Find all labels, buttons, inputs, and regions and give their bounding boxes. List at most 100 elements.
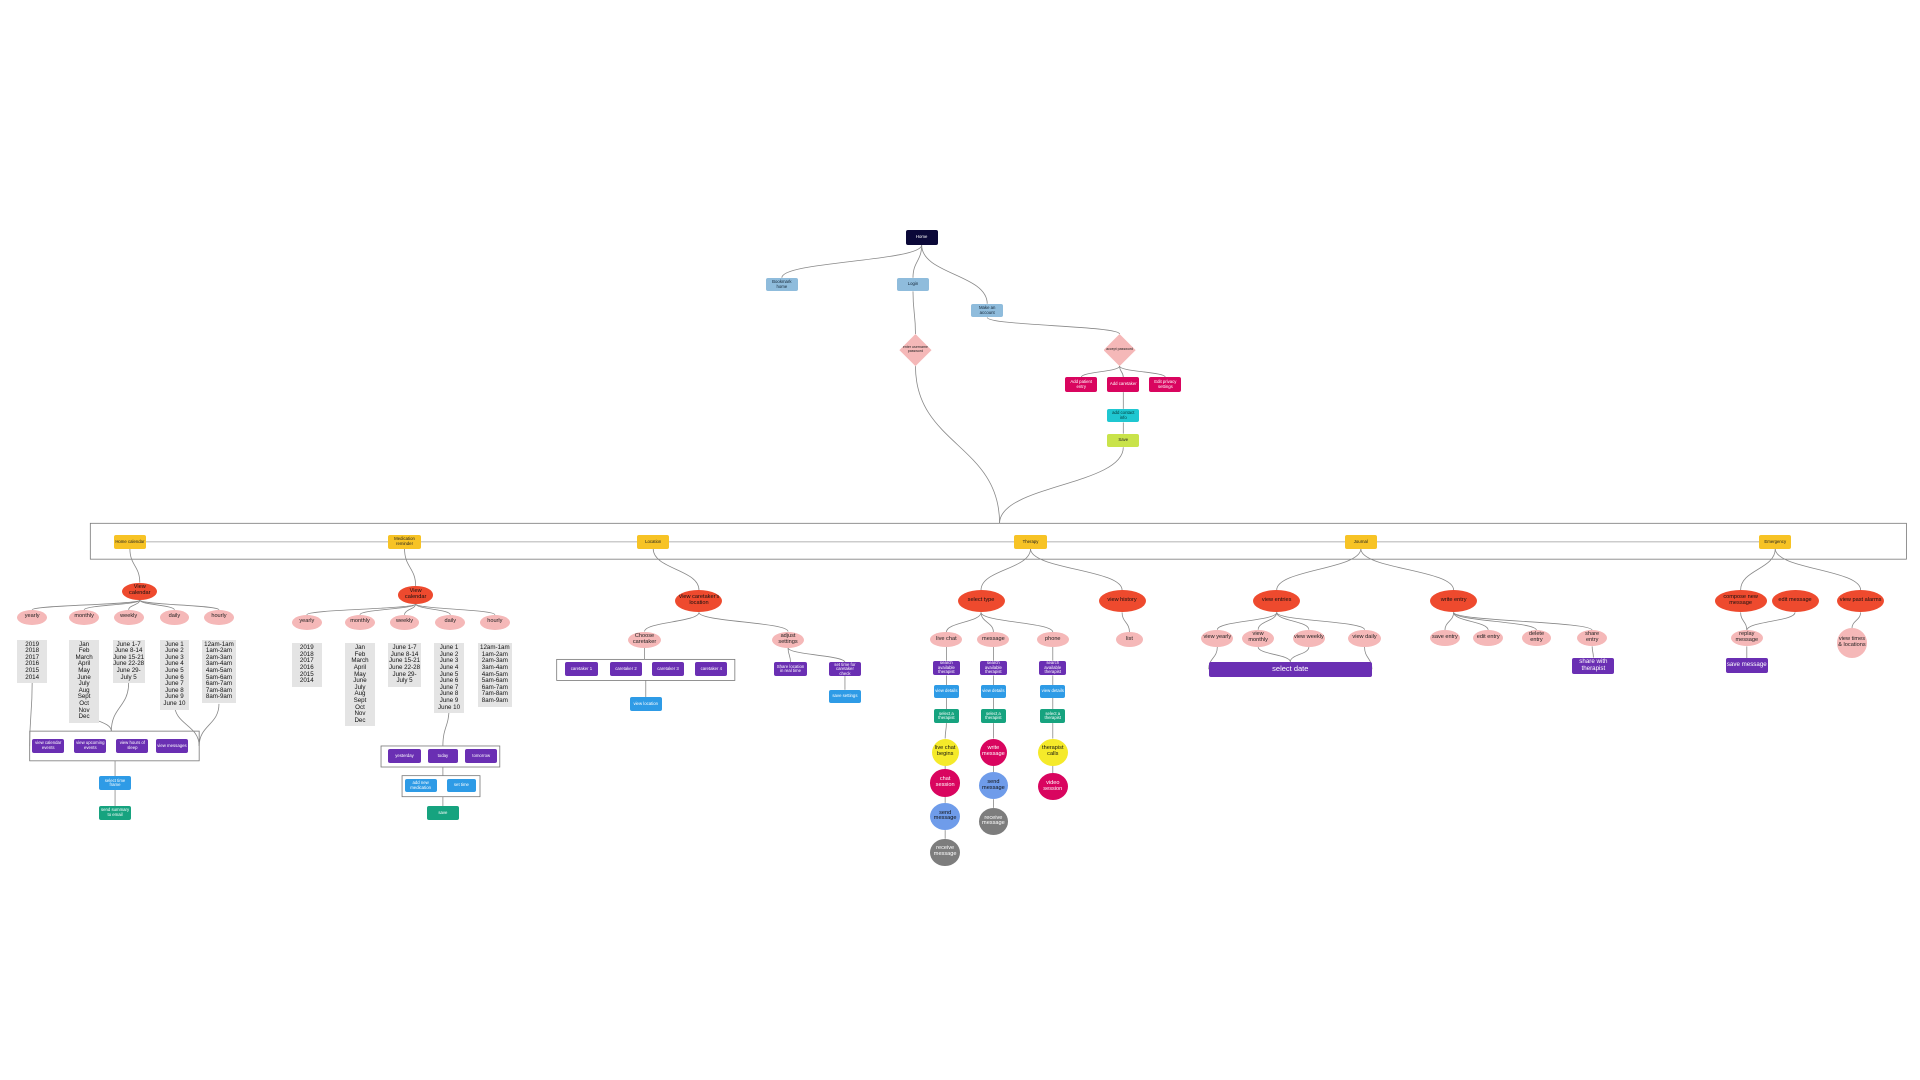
list-item: July (78, 680, 90, 688)
node: view calendar events (32, 739, 65, 753)
connector (787, 647, 846, 663)
connector (1453, 611, 1593, 631)
node: view upcoming events (74, 739, 107, 753)
node: yesterday (388, 749, 421, 763)
list-item: 1am-2am (205, 647, 233, 655)
connector (1216, 611, 1278, 631)
node: edit message (1771, 590, 1819, 613)
node: share entry (1577, 630, 1607, 647)
node: caretaker 3 (651, 662, 685, 677)
list-item: June (77, 673, 91, 681)
node: video session (1037, 773, 1068, 801)
node: live chat begins (931, 738, 959, 766)
connector (912, 291, 916, 335)
list-item: 3am-4am (205, 660, 233, 668)
connector (652, 548, 700, 591)
group-frame (89, 522, 1907, 560)
connector (980, 612, 1054, 633)
value-list: June 1-7 June 8-14 June 15-21 June 22-28 Jun… (388, 643, 421, 687)
list-item: June 5 (439, 670, 459, 678)
connector (1257, 646, 1291, 663)
node: save (426, 805, 459, 820)
connector (912, 244, 923, 278)
connector (139, 599, 220, 611)
list-item: Aug (78, 686, 90, 694)
node: Therapy (1014, 535, 1047, 549)
list-item: June 8-14 (114, 647, 143, 655)
list-item: June 7 (439, 683, 459, 691)
node: add contact info (1107, 408, 1140, 423)
list-item: 2014 (299, 677, 314, 685)
connector (415, 603, 496, 616)
connector (999, 447, 1124, 524)
list-item: Jan (354, 644, 365, 652)
list-item: June 8 (165, 686, 184, 694)
list-item: Nov (354, 710, 366, 718)
node: select type (957, 590, 1005, 613)
node: view details (1040, 685, 1066, 698)
group-frame (401, 775, 481, 798)
list-item: 12am-1am (204, 640, 234, 648)
list-item: June 1-7 (116, 640, 141, 648)
connector (921, 244, 988, 304)
connector (944, 723, 947, 739)
node: view details (981, 685, 1006, 698)
connector (83, 599, 141, 611)
node: Medication reminder (388, 535, 421, 549)
list-item: Jan (79, 640, 90, 648)
connector (1080, 365, 1120, 378)
list-item: 2am-3am (481, 657, 508, 665)
list-item: 2019 (299, 644, 314, 652)
node: send message (930, 802, 960, 831)
node: weekly (113, 609, 144, 625)
connector (1119, 366, 1124, 378)
list-item: June 3 (165, 653, 184, 661)
node: message (977, 632, 1010, 647)
connector (129, 548, 141, 583)
connector (404, 603, 417, 615)
connector (980, 548, 1031, 591)
node: receive message (930, 838, 960, 866)
list-item: June 3 (439, 657, 459, 665)
list-item: May (78, 666, 90, 674)
node: caretaker 4 (695, 662, 728, 677)
node: caretaker 1 (565, 662, 598, 677)
node: yearly (17, 609, 47, 625)
connector (1121, 612, 1130, 633)
list-item: 2019 (25, 640, 40, 648)
node: adjust settings (771, 631, 805, 648)
connector (986, 316, 1120, 335)
value-list: June 1 June 2 June 3 June 4 June 5 June 6 June… (159, 639, 190, 710)
list-item: 7am-8am (205, 686, 233, 694)
list-item: June 10 (163, 699, 186, 707)
node: hourly (204, 609, 234, 625)
connector (1276, 611, 1365, 631)
node: add new medication (404, 778, 437, 793)
node: set time (446, 778, 477, 793)
node: view entries (1253, 590, 1301, 613)
list-item: 4am-5am (481, 670, 508, 678)
list-item: 8am-9am (481, 697, 508, 705)
list-item: 6am-7am (481, 683, 508, 691)
connector (1030, 548, 1123, 591)
connector (442, 707, 450, 746)
node: search available therapist (979, 660, 1007, 676)
connector (980, 612, 994, 633)
node: write message (979, 738, 1007, 766)
connector (1740, 612, 1748, 631)
list-item: July 5 (396, 677, 413, 685)
node: therapist calls (1037, 738, 1068, 766)
value-list: Jan Feb March April May June July Aug Sept Oct Nov… (69, 639, 99, 723)
list-item: July (354, 683, 366, 691)
node: search available therapist (1039, 660, 1067, 676)
node: select date (1208, 661, 1372, 677)
list-item: June 9 (165, 693, 184, 701)
list-item: Feb (78, 647, 90, 655)
list-item: June 10 (438, 703, 461, 711)
node: set time for caretaker check (828, 662, 862, 677)
node: Choose caretaker (628, 631, 661, 648)
list-item: 2am-3am (205, 653, 233, 661)
value-list: 12am-1am 1am-2am 2am-3am 3am-4am 4am-5am 5am-… (478, 643, 512, 707)
node: Bookmark home (765, 277, 798, 292)
list-item: June 2 (165, 647, 184, 655)
